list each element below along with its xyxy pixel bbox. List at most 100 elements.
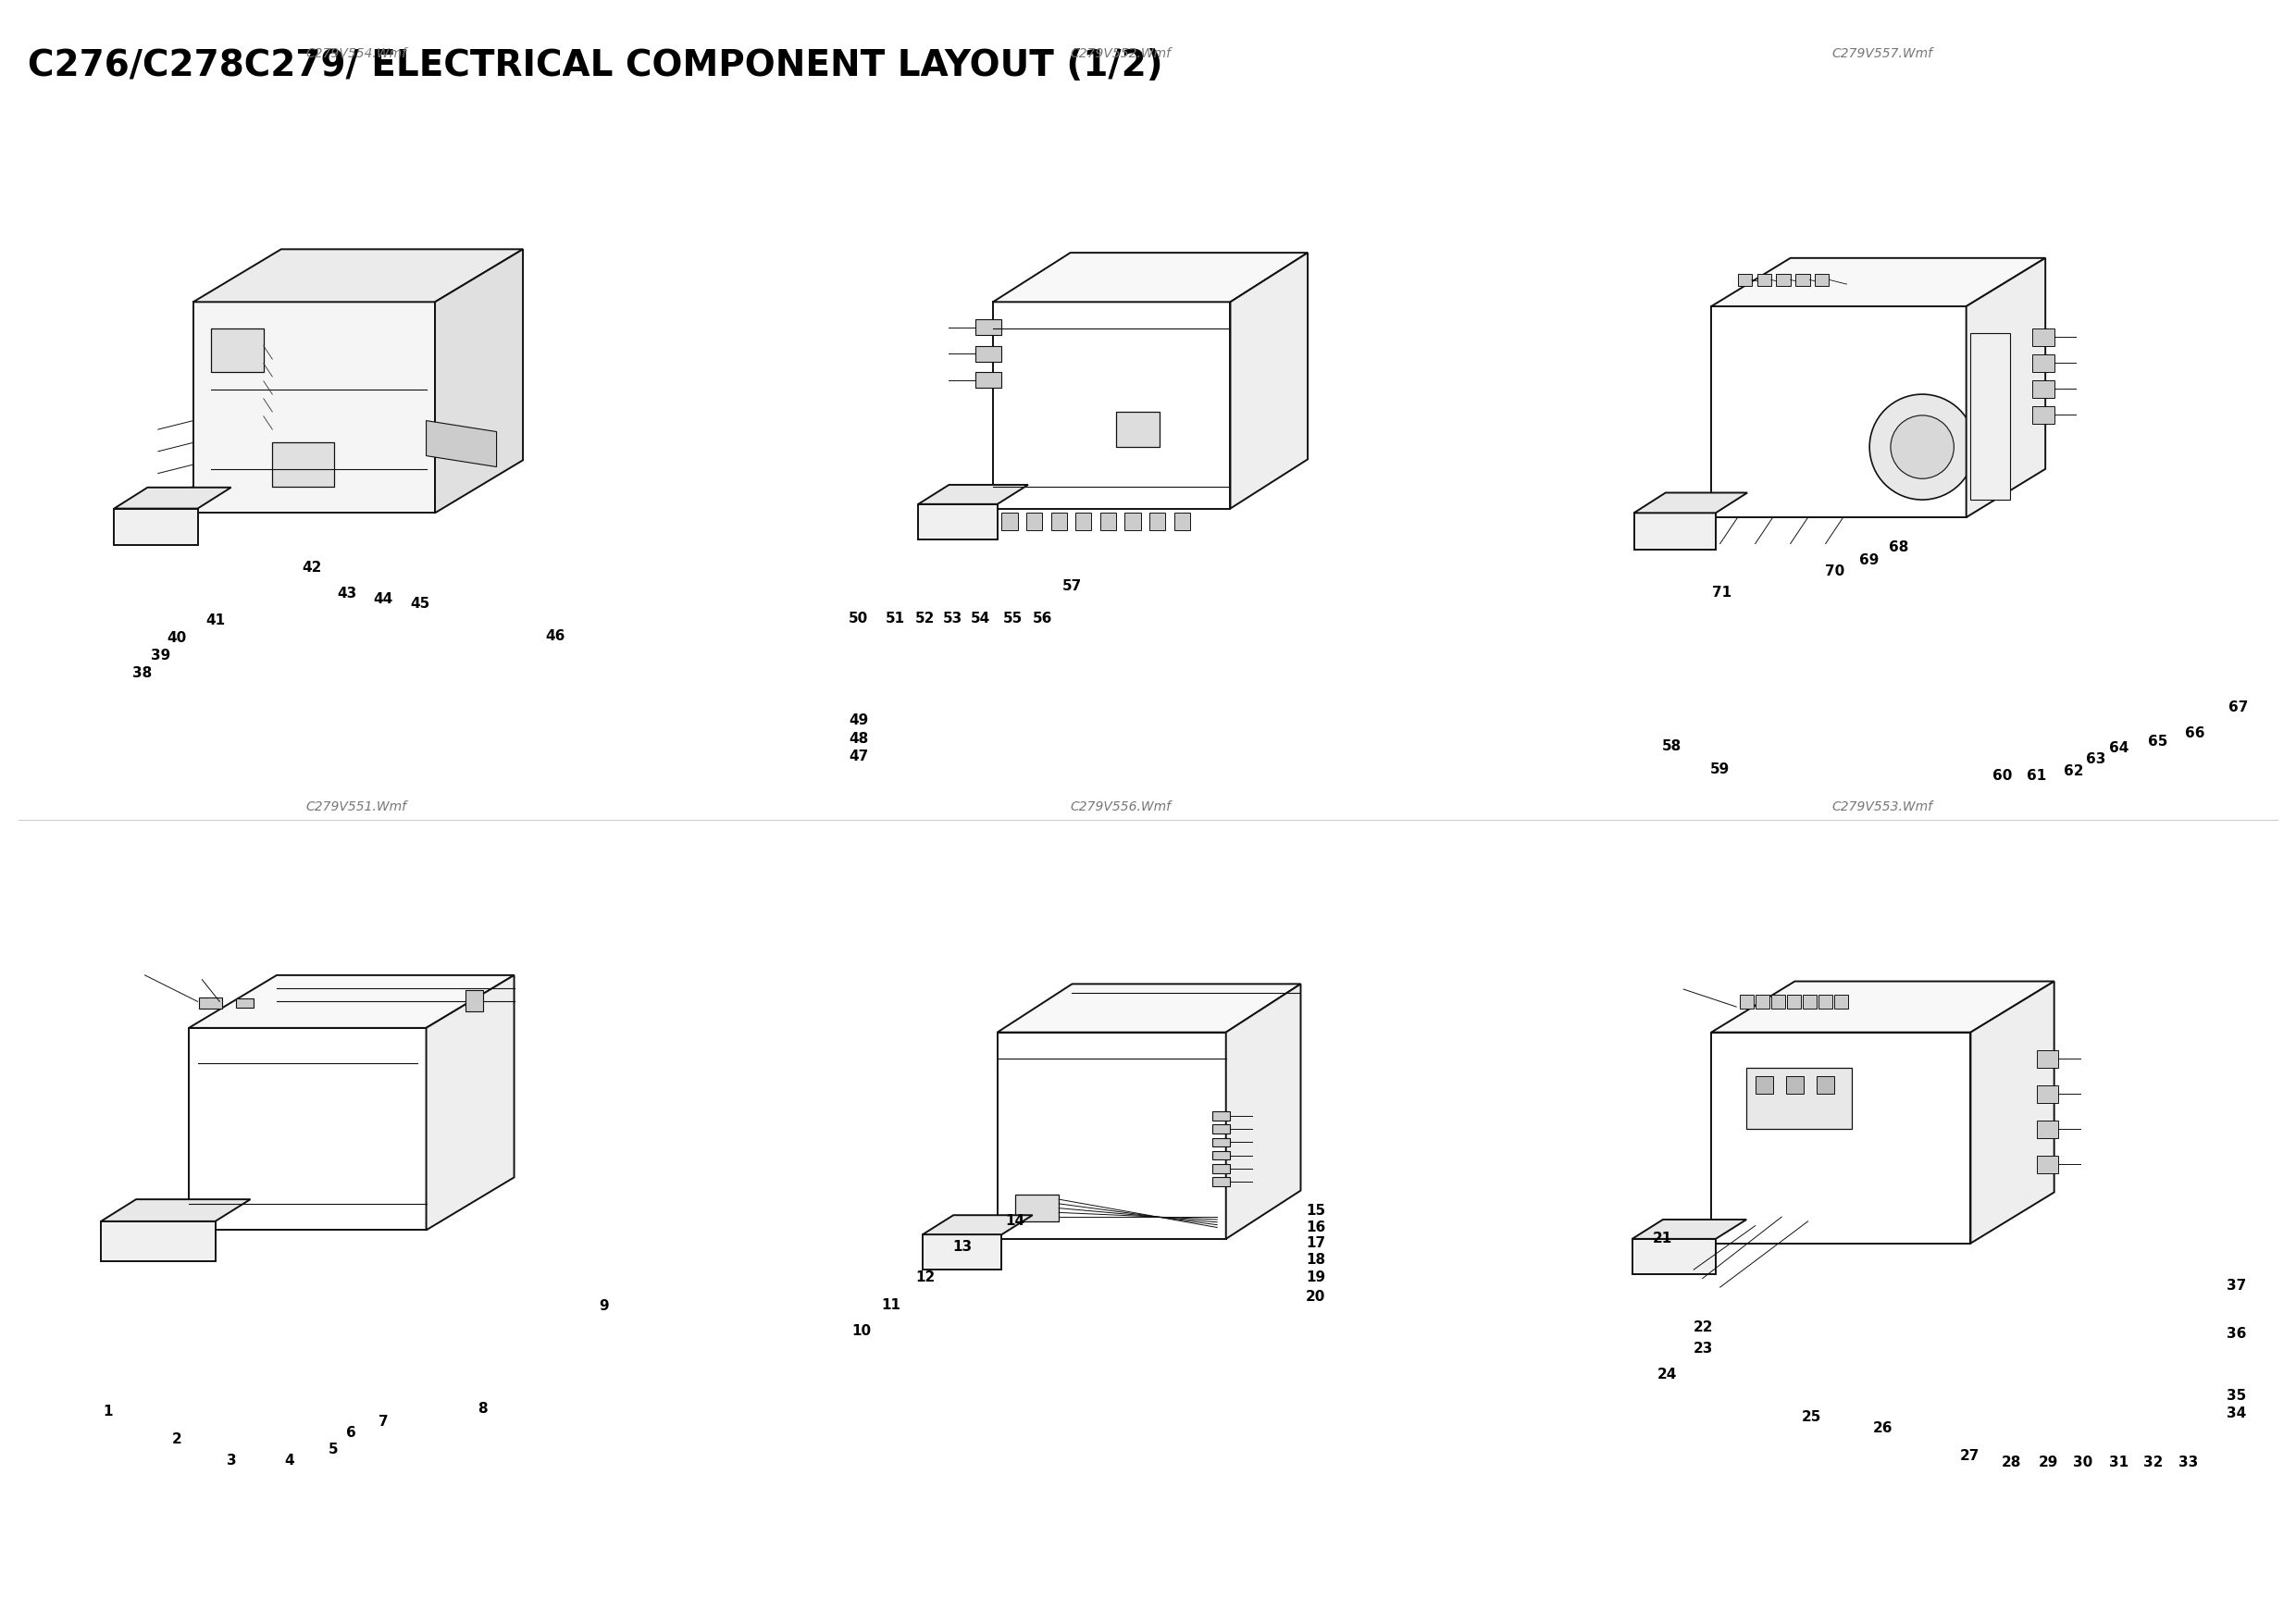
Polygon shape xyxy=(2037,1086,2060,1102)
Text: 45: 45 xyxy=(411,597,429,610)
Polygon shape xyxy=(200,997,223,1008)
Polygon shape xyxy=(188,975,514,1027)
Text: 15: 15 xyxy=(1306,1204,1325,1217)
Text: 30: 30 xyxy=(2073,1456,2092,1469)
Text: 58: 58 xyxy=(1662,740,1681,753)
Polygon shape xyxy=(996,984,1300,1032)
Text: 9: 9 xyxy=(599,1300,608,1313)
Polygon shape xyxy=(1711,258,2046,307)
Polygon shape xyxy=(1001,513,1017,531)
Polygon shape xyxy=(1795,274,1809,286)
Text: 33: 33 xyxy=(2179,1456,2197,1469)
Text: 67: 67 xyxy=(2229,701,2248,714)
Text: 13: 13 xyxy=(953,1240,971,1253)
Polygon shape xyxy=(976,320,1001,336)
Polygon shape xyxy=(115,487,232,508)
Circle shape xyxy=(1869,394,1975,500)
Text: 28: 28 xyxy=(2002,1456,2020,1469)
Text: 23: 23 xyxy=(1694,1342,1713,1355)
Text: 55: 55 xyxy=(1003,612,1022,625)
Text: 65: 65 xyxy=(2149,735,2167,748)
Polygon shape xyxy=(466,990,484,1011)
Polygon shape xyxy=(193,302,434,513)
Polygon shape xyxy=(1173,513,1189,531)
Polygon shape xyxy=(1786,995,1800,1010)
Polygon shape xyxy=(918,485,1029,505)
Circle shape xyxy=(312,430,347,464)
Polygon shape xyxy=(1100,513,1116,531)
Text: 44: 44 xyxy=(374,592,393,605)
Text: 40: 40 xyxy=(168,631,186,644)
Polygon shape xyxy=(1818,995,1832,1010)
Polygon shape xyxy=(2032,406,2055,424)
Text: 47: 47 xyxy=(850,750,868,763)
Text: 59: 59 xyxy=(1711,763,1729,776)
Text: C279V553.Wmf: C279V553.Wmf xyxy=(1832,800,1933,813)
Text: 31: 31 xyxy=(2110,1456,2128,1469)
Polygon shape xyxy=(1015,1195,1058,1220)
Text: C279V554.Wmf: C279V554.Wmf xyxy=(305,47,406,60)
Polygon shape xyxy=(2037,1120,2060,1138)
Text: 5: 5 xyxy=(328,1443,338,1456)
Text: 18: 18 xyxy=(1306,1253,1325,1266)
Text: 12: 12 xyxy=(916,1271,934,1284)
Text: C279V557.Wmf: C279V557.Wmf xyxy=(1832,47,1933,60)
Polygon shape xyxy=(427,420,496,467)
Text: 22: 22 xyxy=(1694,1321,1713,1334)
Text: 69: 69 xyxy=(1860,553,1878,566)
Polygon shape xyxy=(1632,1219,1747,1238)
Text: 64: 64 xyxy=(2110,742,2128,755)
Polygon shape xyxy=(1150,513,1166,531)
Polygon shape xyxy=(1816,1076,1835,1094)
Polygon shape xyxy=(434,250,523,513)
Polygon shape xyxy=(2037,1050,2060,1068)
Polygon shape xyxy=(1786,1076,1805,1094)
Text: 4: 4 xyxy=(285,1454,294,1467)
Text: 57: 57 xyxy=(1063,579,1081,592)
Text: 50: 50 xyxy=(850,612,868,625)
Polygon shape xyxy=(193,250,523,302)
Polygon shape xyxy=(1754,1076,1773,1094)
Text: 70: 70 xyxy=(1825,565,1844,578)
Polygon shape xyxy=(1740,995,1754,1010)
Polygon shape xyxy=(273,443,333,487)
Text: 48: 48 xyxy=(850,732,868,745)
Polygon shape xyxy=(1738,274,1752,286)
Text: 10: 10 xyxy=(852,1324,870,1337)
Polygon shape xyxy=(2032,328,2055,346)
Text: 56: 56 xyxy=(1033,612,1052,625)
Text: 27: 27 xyxy=(1961,1449,1979,1462)
Text: 66: 66 xyxy=(2186,727,2204,740)
Text: 16: 16 xyxy=(1306,1220,1325,1233)
Text: C279V556.Wmf: C279V556.Wmf xyxy=(1070,800,1171,813)
Polygon shape xyxy=(101,1220,216,1261)
Text: 29: 29 xyxy=(2039,1456,2057,1469)
Polygon shape xyxy=(1231,253,1309,508)
Text: 46: 46 xyxy=(546,630,565,643)
Text: 52: 52 xyxy=(916,612,934,625)
Text: 38: 38 xyxy=(133,667,152,680)
Polygon shape xyxy=(1970,333,2011,500)
Polygon shape xyxy=(2032,380,2055,398)
Circle shape xyxy=(1890,415,1954,479)
Polygon shape xyxy=(211,328,264,372)
Text: 14: 14 xyxy=(1006,1214,1024,1227)
Polygon shape xyxy=(1756,274,1770,286)
Polygon shape xyxy=(976,372,1001,388)
Text: C279V551.Wmf: C279V551.Wmf xyxy=(305,800,406,813)
Polygon shape xyxy=(1816,274,1830,286)
Text: 43: 43 xyxy=(338,588,356,601)
Text: 21: 21 xyxy=(1653,1232,1671,1245)
Text: 3: 3 xyxy=(227,1454,236,1467)
Text: 49: 49 xyxy=(850,714,868,727)
Text: 1: 1 xyxy=(103,1406,113,1419)
Polygon shape xyxy=(101,1199,250,1220)
Text: 61: 61 xyxy=(2027,769,2046,782)
Text: 54: 54 xyxy=(971,612,990,625)
Polygon shape xyxy=(1970,982,2055,1243)
Text: 68: 68 xyxy=(1890,540,1908,553)
Polygon shape xyxy=(1052,513,1068,531)
Polygon shape xyxy=(1212,1125,1231,1133)
Polygon shape xyxy=(1835,995,1848,1010)
Polygon shape xyxy=(1075,513,1091,531)
